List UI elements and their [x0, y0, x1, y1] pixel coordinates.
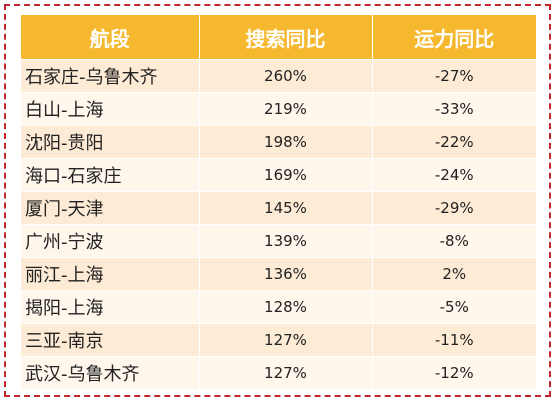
search-yoy-cell: 145%	[199, 191, 373, 225]
table-row: 海口-石家庄 169% -24%	[21, 158, 536, 192]
capacity-yoy-cell: -11%	[372, 323, 536, 357]
capacity-yoy-cell: -29%	[372, 191, 536, 225]
header-search-yoy: 搜索同比	[199, 15, 373, 60]
capacity-yoy-cell: -33%	[372, 92, 536, 126]
table-row: 石家庄-乌鲁木齐 260% -27%	[21, 59, 536, 93]
search-yoy-cell: 136%	[199, 257, 373, 291]
route-cell: 厦门-天津	[21, 191, 200, 225]
route-cell: 石家庄-乌鲁木齐	[21, 59, 200, 93]
capacity-yoy-cell: -24%	[372, 158, 536, 192]
route-comparison-table: 航段 搜索同比 运力同比 石家庄-乌鲁木齐 260% -27% 白山-上海 21…	[21, 15, 536, 389]
route-cell: 丽江-上海	[21, 257, 200, 291]
search-yoy-cell: 169%	[199, 158, 373, 192]
table-row: 揭阳-上海 128% -5%	[21, 290, 536, 324]
table-row: 丽江-上海 136% 2%	[21, 257, 536, 291]
capacity-yoy-cell: -12%	[372, 356, 536, 389]
route-cell: 三亚-南京	[21, 323, 200, 357]
capacity-yoy-cell: -5%	[372, 290, 536, 324]
route-cell: 白山-上海	[21, 92, 200, 126]
route-cell: 沈阳-贵阳	[21, 125, 200, 159]
dashed-frame	[4, 4, 551, 397]
search-yoy-cell: 260%	[199, 59, 373, 93]
table-row: 三亚-南京 127% -11%	[21, 323, 536, 357]
search-yoy-cell: 128%	[199, 290, 373, 324]
table-row: 武汉-乌鲁木齐 127% -12%	[21, 356, 536, 389]
capacity-yoy-cell: -22%	[372, 125, 536, 159]
search-yoy-cell: 198%	[199, 125, 373, 159]
search-yoy-cell: 127%	[199, 356, 373, 389]
route-cell: 揭阳-上海	[21, 290, 200, 324]
table-row: 白山-上海 219% -33%	[21, 92, 536, 126]
route-cell: 海口-石家庄	[21, 158, 200, 192]
capacity-yoy-cell: 2%	[372, 257, 536, 291]
search-yoy-cell: 219%	[199, 92, 373, 126]
header-capacity-yoy: 运力同比	[372, 15, 536, 60]
route-cell: 广州-宁波	[21, 224, 200, 258]
table-row: 沈阳-贵阳 198% -22%	[21, 125, 536, 159]
capacity-yoy-cell: -27%	[372, 59, 536, 93]
table-row: 厦门-天津 145% -29%	[21, 191, 536, 225]
search-yoy-cell: 127%	[199, 323, 373, 357]
header-route: 航段	[21, 15, 200, 60]
table-row: 广州-宁波 139% -8%	[21, 224, 536, 258]
route-cell: 武汉-乌鲁木齐	[21, 356, 200, 389]
search-yoy-cell: 139%	[199, 224, 373, 258]
table-header-row: 航段 搜索同比 运力同比	[21, 15, 536, 60]
capacity-yoy-cell: -8%	[372, 224, 536, 258]
